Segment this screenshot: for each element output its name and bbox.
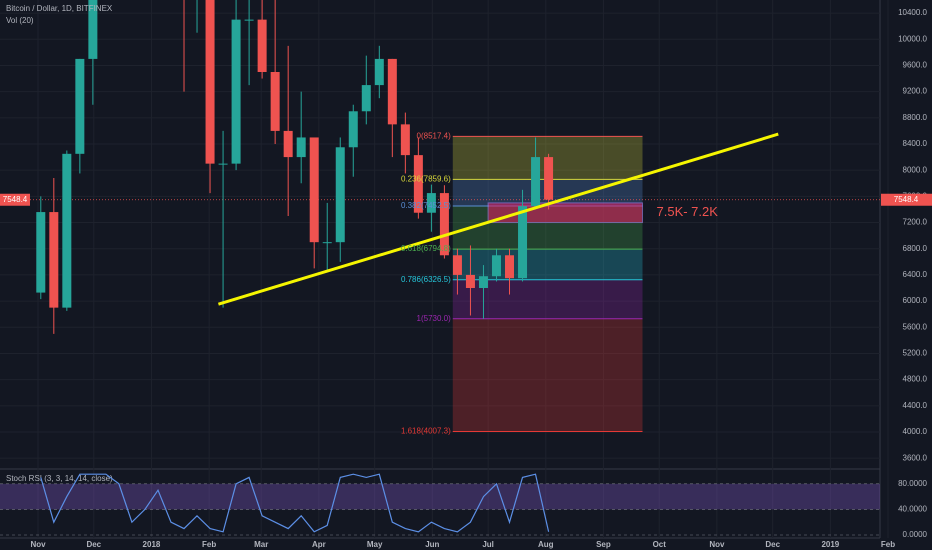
- x-tick-label: Jul: [482, 540, 494, 549]
- rsi-band: [0, 483, 880, 510]
- y-tick-label: 4000.0: [903, 427, 928, 436]
- x-tick-label: Nov: [30, 540, 46, 549]
- rsi-tick-label: 40.0000: [898, 505, 927, 514]
- fib-label: 0.618(6794.8): [401, 244, 451, 253]
- candle-body: [218, 163, 228, 165]
- last-price-badge-left: [0, 193, 30, 206]
- fib-label: 1(5730.0): [417, 314, 452, 323]
- fib-label: 0(8517.4): [417, 131, 452, 140]
- y-tick-label: 8800.0: [903, 113, 928, 122]
- rsi-tick-label: 80.0000: [898, 479, 927, 488]
- y-tick-label: 3600.0: [903, 453, 928, 462]
- x-tick-label: Apr: [312, 540, 326, 549]
- candle-body: [270, 72, 280, 131]
- candle-body: [478, 276, 488, 288]
- candle-body: [531, 157, 541, 207]
- overlay: 0(8517.4) 0.236(7859.6) 0.382(7452.5) 0.618…: [401, 131, 718, 435]
- candle-body: [244, 19, 254, 21]
- y-tick-label: 9600.0: [903, 61, 928, 70]
- last-price-label-left: 7548.4: [3, 195, 28, 204]
- x-tick-label: 2019: [821, 540, 839, 549]
- x-tick-label: Feb: [202, 540, 216, 549]
- candle-body: [452, 255, 462, 275]
- candle-body: [465, 274, 475, 288]
- candle-body: [491, 255, 501, 277]
- candle-body: [505, 255, 515, 279]
- y-tick-label: 4800.0: [903, 375, 928, 384]
- candle-body: [413, 155, 423, 213]
- indicator-label: Vol (20): [6, 16, 34, 25]
- candle-body: [361, 85, 371, 112]
- candle-body: [348, 111, 358, 148]
- y-tick-label: 7200.0: [903, 218, 928, 227]
- fib-label: 1.618(4007.3): [401, 427, 451, 436]
- fib-zone: [452, 249, 643, 280]
- x-tick-label: Sep: [596, 540, 611, 549]
- candle-body: [49, 212, 59, 308]
- chart-title: Bitcoin / Dollar, 1D, BITFINEX: [6, 4, 113, 13]
- candle-body: [75, 58, 85, 154]
- candle-body: [426, 193, 436, 213]
- target-zone: [487, 202, 643, 224]
- x-tick-label: Nov: [709, 540, 725, 549]
- x-tick-label: Dec: [765, 540, 780, 549]
- y-tick-label: 8000.0: [903, 165, 928, 174]
- candle-body: [62, 153, 72, 308]
- main-pane: [0, 0, 880, 459]
- zone-label: 7.5K- 7.2K: [657, 204, 719, 219]
- x-tick-label: Aug: [538, 540, 554, 549]
- candle-body: [231, 19, 241, 164]
- candle-body: [296, 137, 306, 158]
- candle-body: [257, 19, 267, 72]
- candle-body: [309, 137, 319, 243]
- candle-body: [322, 242, 332, 244]
- fib-zone: [452, 318, 643, 432]
- candle-body: [544, 157, 554, 200]
- candle-body: [518, 206, 528, 279]
- fib-label: 0.236(7859.6): [401, 174, 451, 183]
- x-tick-label: Feb: [881, 540, 895, 549]
- candle-body: [205, 0, 215, 164]
- x-tick-label: 2018: [143, 540, 161, 549]
- trendline: [217, 132, 779, 306]
- candle-body: [335, 147, 345, 243]
- x-tick-label: Mar: [254, 540, 268, 549]
- y-tick-label: 9200.0: [903, 87, 928, 96]
- last-price-badge: [881, 193, 932, 206]
- x-tick-label: May: [367, 540, 383, 549]
- y-tick-label: 6800.0: [903, 244, 928, 253]
- fib-label: 0.786(6326.5): [401, 275, 451, 284]
- y-tick-label: 8400.0: [903, 139, 928, 148]
- candle-body: [374, 58, 384, 86]
- y-tick-label: 6400.0: [903, 270, 928, 279]
- y-tick-label: 10400.0: [898, 8, 927, 17]
- fib-label: 0.382(7452.5): [401, 201, 451, 210]
- y-tick-label: 5200.0: [903, 349, 928, 358]
- candle-body: [439, 193, 449, 256]
- candle-body: [36, 212, 46, 293]
- rsi-label: Stoch RSI (3, 3, 14, 14, close): [6, 474, 113, 483]
- x-tick-label: Oct: [653, 540, 667, 549]
- rsi-tick-label: 0.0000: [903, 530, 928, 539]
- candle-body: [88, 0, 98, 59]
- candle-body: [387, 58, 397, 125]
- y-tick-label: 6000.0: [903, 296, 928, 305]
- candle-body: [400, 124, 410, 156]
- y-tick-label: 5600.0: [903, 322, 928, 331]
- x-tick-label: Dec: [86, 540, 101, 549]
- rsi-line: [40, 473, 550, 533]
- y-tick-label: 4400.0: [903, 401, 928, 410]
- x-tick-label: Jun: [425, 540, 439, 549]
- candle-body: [283, 130, 293, 158]
- last-price-label: 7548.4: [894, 195, 919, 204]
- y-tick-label: 10000.0: [898, 34, 927, 43]
